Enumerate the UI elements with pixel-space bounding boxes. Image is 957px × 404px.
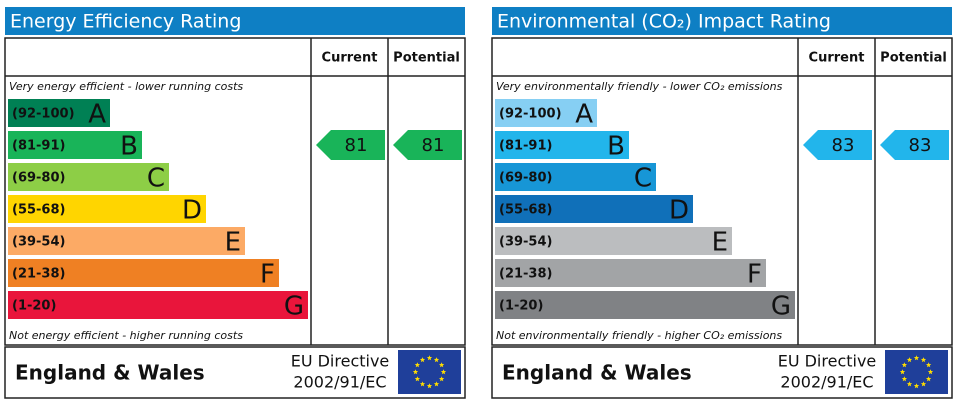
band-range: (81-91) — [499, 139, 552, 154]
rating-value: 83 — [909, 135, 932, 156]
rating-band — [495, 291, 795, 319]
band-range: (39-54) — [12, 235, 65, 250]
eu-star — [438, 376, 445, 382]
eu-star — [414, 362, 421, 368]
band-letter: F — [747, 260, 762, 290]
eu-star — [426, 383, 433, 389]
band-range: (21-38) — [499, 267, 552, 282]
eu-star — [913, 383, 920, 389]
band-letter: E — [712, 228, 728, 258]
footer-region: England & Wales — [502, 361, 692, 385]
eu-star — [925, 362, 932, 368]
rating-arrow — [803, 130, 872, 160]
band-letter: A — [575, 100, 593, 130]
eu-star — [906, 357, 913, 363]
eu-star — [419, 381, 426, 387]
footer-directive: 2002/91/EC — [780, 373, 873, 392]
rating-arrow — [316, 130, 385, 160]
band-range: (1-20) — [499, 299, 543, 314]
band-letter: A — [88, 100, 106, 130]
band-letter: B — [120, 132, 138, 162]
rating-arrow — [393, 130, 462, 160]
band-range: (81-91) — [12, 139, 65, 154]
band-range: (92-100) — [12, 107, 75, 122]
eu-star — [414, 376, 421, 382]
eu-star — [906, 381, 913, 387]
rating-band — [495, 195, 693, 223]
top-note: Very environmentally friendly - lower CO… — [496, 80, 783, 93]
eu-star — [419, 357, 426, 363]
rating-band — [8, 131, 142, 159]
eu-star — [927, 369, 934, 375]
eu-star — [440, 369, 447, 375]
footer-directive: 2002/91/EC — [293, 373, 386, 392]
rating-band — [495, 99, 597, 127]
band-range: (92-100) — [499, 107, 562, 122]
rating-band — [495, 163, 656, 191]
band-range: (21-38) — [12, 267, 65, 282]
footer-frame — [4, 346, 466, 399]
header-potential: Potential — [880, 51, 947, 66]
panel-title: Environmental (CO₂) Impact Rating — [497, 11, 831, 33]
band-letter: E — [225, 228, 241, 258]
band-letter: D — [669, 196, 689, 226]
band-letter: G — [284, 292, 304, 322]
band-letter: C — [147, 164, 165, 194]
bottom-note: Not environmentally friendly - higher CO… — [496, 329, 782, 342]
band-letter: B — [607, 132, 625, 162]
band-letter: G — [771, 292, 791, 322]
eu-star — [920, 381, 927, 387]
rating-band — [495, 227, 732, 255]
band-range: (55-68) — [499, 203, 552, 218]
eu-star — [412, 369, 419, 375]
band-range: (39-54) — [499, 235, 552, 250]
eu-star — [925, 376, 932, 382]
panel-title: Energy Efficiency Rating — [10, 11, 241, 33]
eu-star — [433, 381, 440, 387]
rating-band — [8, 227, 245, 255]
table-frame — [491, 37, 953, 346]
band-letter: D — [182, 196, 202, 226]
header-potential: Potential — [393, 51, 460, 66]
rating-band — [495, 131, 629, 159]
bottom-note: Not energy efficient - higher running co… — [9, 329, 243, 342]
rating-band — [8, 291, 308, 319]
eu-star — [901, 362, 908, 368]
band-range: (69-80) — [499, 171, 552, 186]
eu-star — [899, 369, 906, 375]
rating-value: 83 — [832, 135, 855, 156]
band-letter: F — [260, 260, 275, 290]
header-current: Current — [809, 51, 865, 66]
band-letter: C — [634, 164, 652, 194]
eu-star — [913, 355, 920, 361]
top-note: Very energy efficient - lower running co… — [9, 80, 243, 93]
footer-region: England & Wales — [15, 361, 205, 385]
rating-band — [8, 163, 169, 191]
rating-value: 81 — [422, 135, 445, 156]
band-range: (69-80) — [12, 171, 65, 186]
header-current: Current — [322, 51, 378, 66]
table-frame — [4, 37, 466, 346]
footer-directive: EU Directive — [778, 352, 877, 371]
rating-band — [8, 99, 110, 127]
rating-value: 81 — [345, 135, 368, 156]
eu-star — [433, 357, 440, 363]
rating-band — [495, 259, 766, 287]
rating-band — [8, 259, 279, 287]
rating-band — [8, 195, 206, 223]
footer-frame — [491, 346, 953, 399]
band-range: (55-68) — [12, 203, 65, 218]
title-bar — [492, 7, 952, 35]
eu-star — [426, 355, 433, 361]
rating-arrow — [880, 130, 949, 160]
eu-star — [438, 362, 445, 368]
eu-star — [920, 357, 927, 363]
band-range: (1-20) — [12, 299, 56, 314]
footer-directive: EU Directive — [291, 352, 390, 371]
title-bar — [5, 7, 465, 35]
eu-star — [901, 376, 908, 382]
